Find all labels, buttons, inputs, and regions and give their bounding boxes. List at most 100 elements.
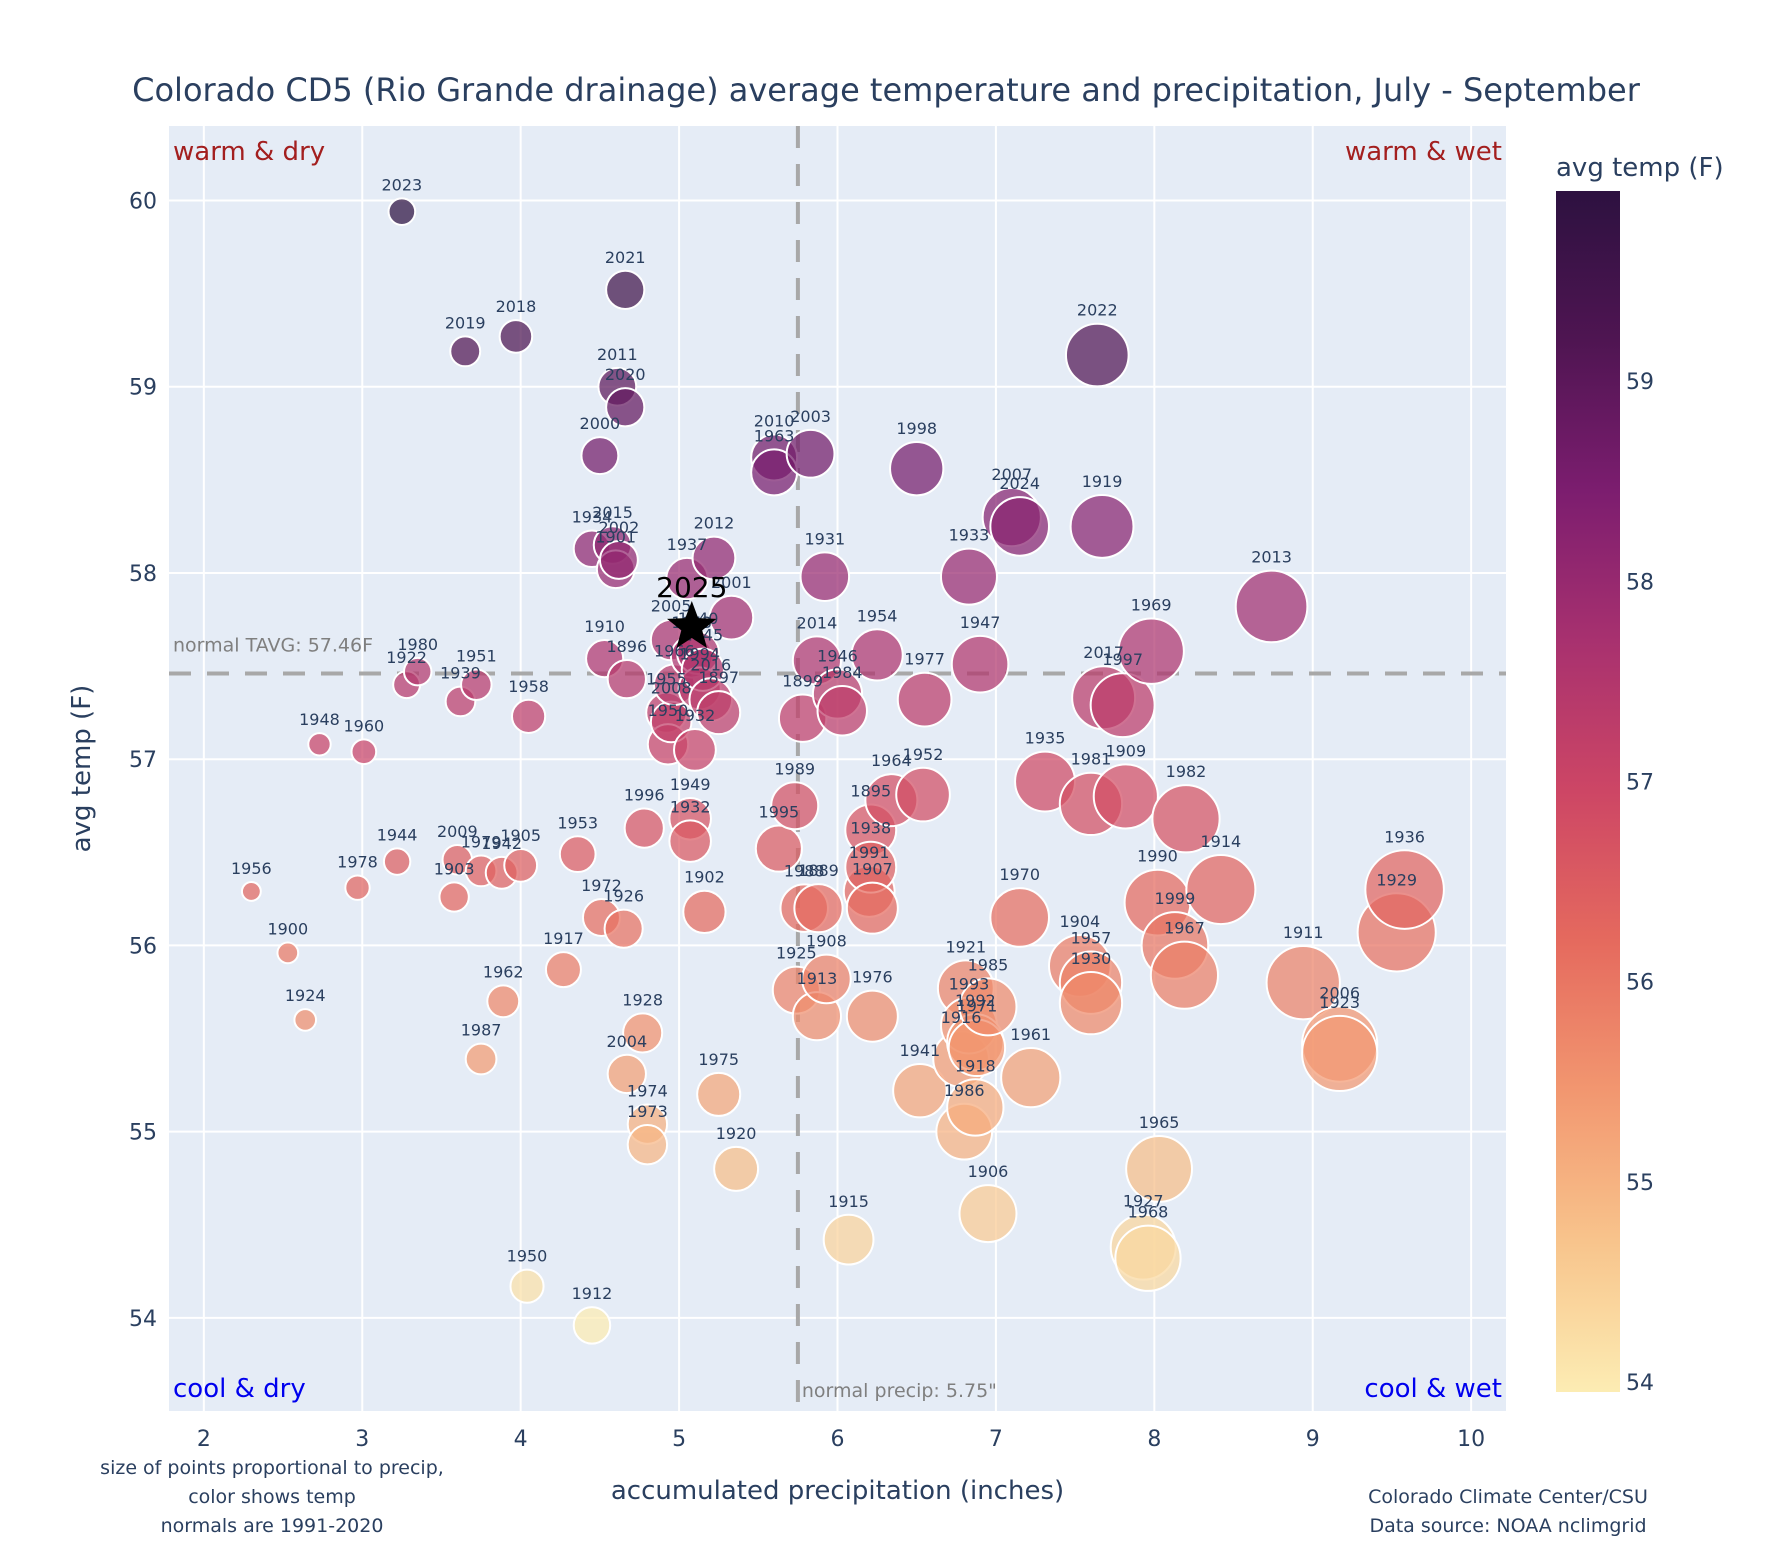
point-label: 1938	[850, 819, 891, 838]
point-label: 1908	[806, 932, 847, 951]
point-1975	[696, 1071, 742, 1117]
point-1980	[402, 656, 433, 687]
point-label: 2015	[592, 503, 633, 522]
point-label: 1902	[684, 868, 725, 887]
colorbar-title: avg temp (F)	[1556, 153, 1724, 183]
point-2024	[989, 496, 1050, 557]
quadrant-label-cool-wet: cool & wet	[1364, 1374, 1502, 1404]
point-2018	[498, 319, 534, 354]
highlight-2025: 2025	[656, 571, 727, 648]
point-label: 1996	[624, 785, 665, 804]
point-label: 2000	[580, 414, 621, 433]
point-1956	[240, 880, 262, 902]
point-label: 2018	[496, 297, 537, 316]
x-axis-label: accumulated precipitation (inches)	[611, 1476, 1064, 1506]
y-tick-label: 59	[129, 376, 157, 401]
point-1903	[438, 881, 470, 913]
quadrant-label-cool-dry: cool & dry	[173, 1374, 306, 1404]
point-label: 1958	[508, 677, 549, 696]
x-tick-label: 3	[355, 1427, 369, 1452]
point-label: 1987	[461, 1021, 502, 1040]
point-label: 1922	[386, 648, 427, 667]
point-1977	[896, 671, 953, 728]
point-1936	[1364, 849, 1445, 930]
point-label: 1900	[267, 919, 308, 938]
point-label: 1904	[1060, 912, 1101, 931]
point-label: 1930	[1071, 949, 1112, 968]
point-label: 1976	[852, 968, 893, 987]
point-1931	[799, 551, 851, 602]
colorbar-tick-label: 54	[1626, 1371, 1654, 1396]
point-label: 1939	[440, 664, 481, 683]
x-tick-label: 10	[1457, 1427, 1485, 1452]
footnote-left-3: normals are 1991-2020	[161, 1515, 384, 1537]
point-1969	[1117, 617, 1185, 685]
point-1911	[1265, 945, 1341, 1021]
point-label: 1960	[343, 716, 384, 735]
point-1982	[1151, 784, 1221, 854]
point-label: 1980	[397, 635, 438, 654]
point-label: 1918	[955, 1056, 996, 1075]
point-1998	[889, 441, 945, 497]
point-1953	[558, 835, 597, 874]
x-tick-label: 7	[989, 1427, 1003, 1452]
point-label: 1973	[627, 1102, 668, 1121]
point-label: 1955	[646, 669, 687, 688]
point-label: 1971	[957, 997, 998, 1016]
point-label: 2024	[999, 474, 1040, 493]
point-label: 1968	[1128, 1203, 1169, 1222]
point-label: 1962	[483, 962, 524, 981]
point-label: 1895	[850, 781, 891, 800]
point-label: 1937	[667, 535, 708, 554]
footnote-left-1: size of points proportional to precip,	[100, 1457, 444, 1479]
footnote-left-2: color shows temp	[188, 1486, 356, 1508]
point-2022	[1064, 322, 1130, 388]
point-2002	[598, 539, 639, 580]
point-label: 2005	[651, 597, 692, 616]
point-label: 1966	[654, 641, 695, 660]
point-label: 1953	[557, 813, 598, 832]
point-label: 1931	[804, 529, 845, 548]
point-1889	[793, 883, 844, 934]
point-label: 1972	[581, 876, 622, 895]
y-tick-label: 56	[129, 934, 157, 959]
point-1930	[1058, 970, 1124, 1036]
point-label: 1910	[584, 617, 625, 636]
x-tick-label: 9	[1306, 1427, 1320, 1452]
point-label: 1974	[627, 1082, 668, 1101]
point-2003	[785, 428, 836, 479]
x-tick-label: 6	[831, 1427, 845, 1452]
point-1928	[622, 1012, 664, 1054]
point-2000	[580, 436, 620, 476]
point-label: 1913	[797, 969, 838, 988]
colorbar	[1556, 191, 1620, 1392]
point-1908	[801, 953, 852, 1005]
point-1932b	[668, 819, 712, 863]
point-1896	[606, 658, 647, 700]
point-label: 1944	[377, 825, 418, 844]
point-label: 2001	[711, 573, 752, 592]
point-label: 2020	[605, 365, 646, 384]
point-label: 1982	[1166, 762, 1207, 781]
point-label: 1925	[776, 944, 817, 963]
point-label: 1947	[960, 613, 1001, 632]
normal-precip-label: normal precip: 5.75"	[802, 1380, 997, 1402]
point-label: 1896	[606, 637, 647, 656]
point-label: 2019	[445, 313, 486, 332]
point-label: 1932	[670, 797, 711, 816]
point-label: 1977	[904, 650, 945, 669]
point-label: 1981	[1071, 750, 1112, 769]
point-label: 1995	[759, 802, 800, 821]
point-label: 1942	[481, 834, 522, 853]
point-label: 1899	[782, 672, 823, 691]
point-1947	[950, 634, 1010, 694]
point-label: 1929	[1376, 870, 1417, 889]
point-label: 1994	[679, 644, 720, 663]
point-1951	[460, 668, 493, 701]
point-label: 1989	[774, 759, 815, 778]
footnote-right-1: Colorado Climate Center/CSU	[1368, 1486, 1648, 1508]
point-label: 1920	[716, 1124, 757, 1143]
colorbar-tick-label: 59	[1626, 370, 1654, 395]
